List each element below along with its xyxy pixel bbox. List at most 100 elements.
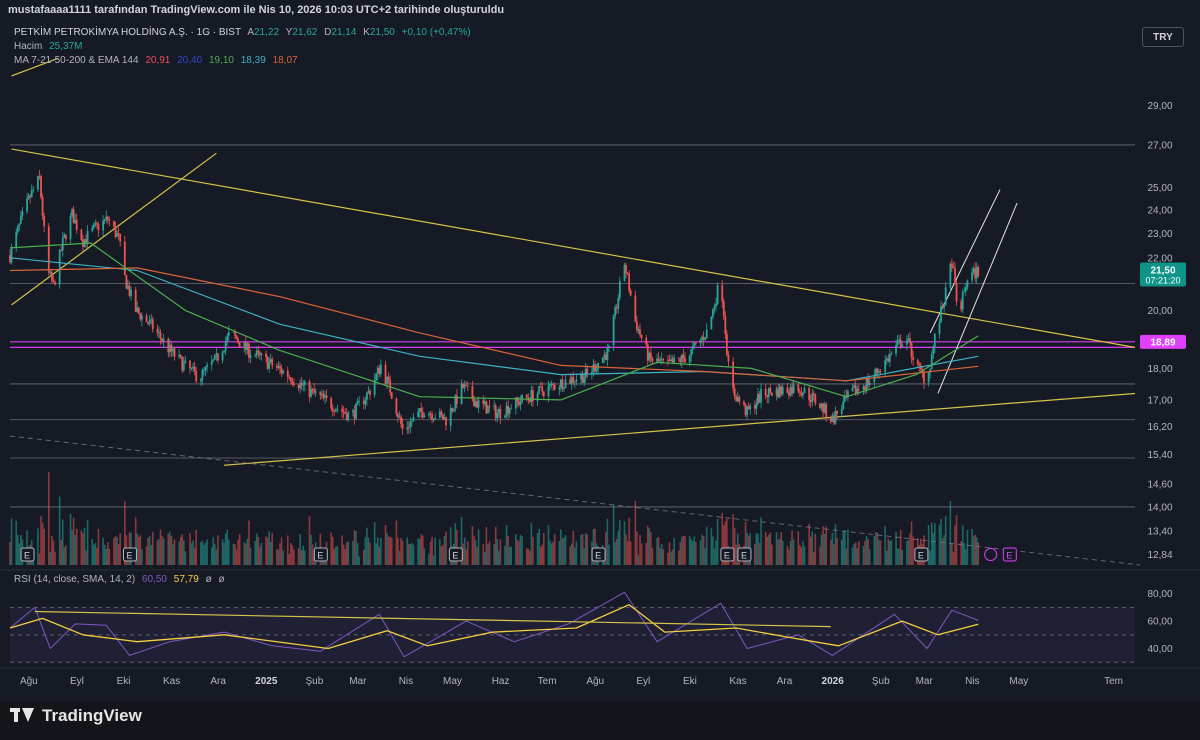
candle-body (862, 386, 865, 390)
candle-body (352, 410, 354, 413)
candle-body (421, 411, 424, 418)
volume-bar (553, 534, 556, 565)
volume-bar (961, 525, 964, 565)
candle-body (781, 387, 784, 395)
volume-bar (159, 529, 162, 565)
candle-body (966, 280, 969, 288)
volume-bar (867, 539, 869, 565)
candle-body (854, 385, 857, 394)
candle-body (532, 390, 534, 402)
candle-body (736, 396, 739, 402)
candle-body (271, 359, 274, 366)
volume-bar (161, 535, 163, 565)
volume-bar (449, 527, 452, 565)
candle-body (72, 209, 75, 224)
volume-bar (439, 539, 441, 565)
candle-body (792, 384, 795, 394)
volume-bar (929, 550, 931, 565)
volume-bar (440, 546, 443, 565)
candle-body (757, 393, 759, 404)
candle-body (584, 368, 587, 378)
volume-bar (899, 529, 902, 565)
price-axis-tick: 25,00 (1147, 183, 1172, 194)
volume-bar (974, 534, 976, 565)
candle-body (477, 400, 480, 408)
volume-bar (245, 543, 247, 565)
candle-body (440, 411, 443, 415)
chart-canvas[interactable]: E E E E E E E E E29,0027,0025,0024,0023,0022,002… (0, 0, 1200, 700)
candle-body (645, 337, 648, 345)
candle-body (234, 331, 236, 336)
volume-bar (102, 537, 104, 565)
candle-body (798, 391, 801, 393)
candle-body (977, 266, 980, 276)
candle-body (130, 289, 132, 296)
volume-legend[interactable]: Hacim 25,37M (14, 41, 86, 52)
earnings-marker-label: E (741, 551, 747, 561)
candle-body (519, 401, 522, 405)
candle-body (732, 361, 735, 389)
volume-bar (226, 529, 229, 565)
volume-bar (549, 540, 551, 565)
volume-bar (116, 537, 118, 565)
candle-body (628, 273, 631, 291)
candle-body (410, 421, 413, 423)
volume-bar (890, 540, 893, 565)
candle-body (778, 386, 781, 398)
candle-body (417, 411, 420, 418)
symbol-name[interactable]: PETKİM PETROKİMYA HOLDİNG A.Ş. · 1G · BI… (14, 27, 242, 38)
candle-body (302, 384, 305, 386)
candle-body (822, 403, 825, 413)
candle-body (918, 364, 921, 366)
candle-body (94, 223, 97, 225)
candle-body (684, 358, 686, 363)
volume-bar (243, 542, 246, 565)
volume-bar (760, 517, 762, 565)
volume-bar (442, 544, 444, 565)
volume-bar (271, 532, 274, 565)
candle-body (293, 383, 295, 385)
candle-body (809, 400, 812, 402)
candle-body (299, 382, 302, 389)
candle-body (452, 408, 455, 412)
volume-bar (656, 538, 658, 565)
volume-bar (629, 541, 632, 565)
volume-bar (212, 537, 215, 565)
currency-button[interactable]: TRY (1142, 27, 1184, 47)
volume-bar (279, 543, 281, 565)
time-axis-tick: Kas (163, 676, 180, 687)
volume-bar (291, 545, 294, 565)
volume-bar (825, 526, 828, 565)
time-axis-tick: Eyl (70, 676, 84, 687)
rsi-legend[interactable]: RSI (14, close, SMA, 14, 2) 60,50 57,79 … (14, 574, 229, 585)
candle-body (769, 388, 772, 393)
volume-bar (471, 526, 474, 565)
candle-body (971, 272, 973, 281)
tradingview-logo[interactable]: TradingView (10, 706, 142, 726)
volume-bar (18, 543, 21, 565)
ma-legend[interactable]: MA 7-21-50-200 & EMA 144 20,91 20,40 19,… (14, 55, 302, 66)
volume-bar (876, 532, 879, 565)
candle-body (504, 415, 506, 418)
candle-body (727, 354, 730, 362)
candle-body (637, 329, 640, 331)
volume-bar (134, 517, 137, 565)
candle-body (699, 339, 702, 344)
candle-body (688, 355, 691, 363)
candle-body (691, 346, 694, 350)
volume-bar (547, 525, 550, 565)
volume-bar (977, 542, 980, 565)
candle-body (505, 405, 508, 416)
volume-bar (896, 548, 899, 565)
candle-body (825, 403, 828, 418)
candle-body (265, 353, 267, 358)
volume-bar (693, 536, 696, 565)
candle-body (916, 359, 919, 365)
candle-body (376, 367, 379, 374)
volume-bar (474, 540, 477, 565)
candle-body (75, 219, 78, 230)
volume-bar (941, 538, 944, 565)
candle-body (564, 379, 567, 389)
volume-bar (232, 543, 235, 565)
candle-body (857, 388, 860, 390)
